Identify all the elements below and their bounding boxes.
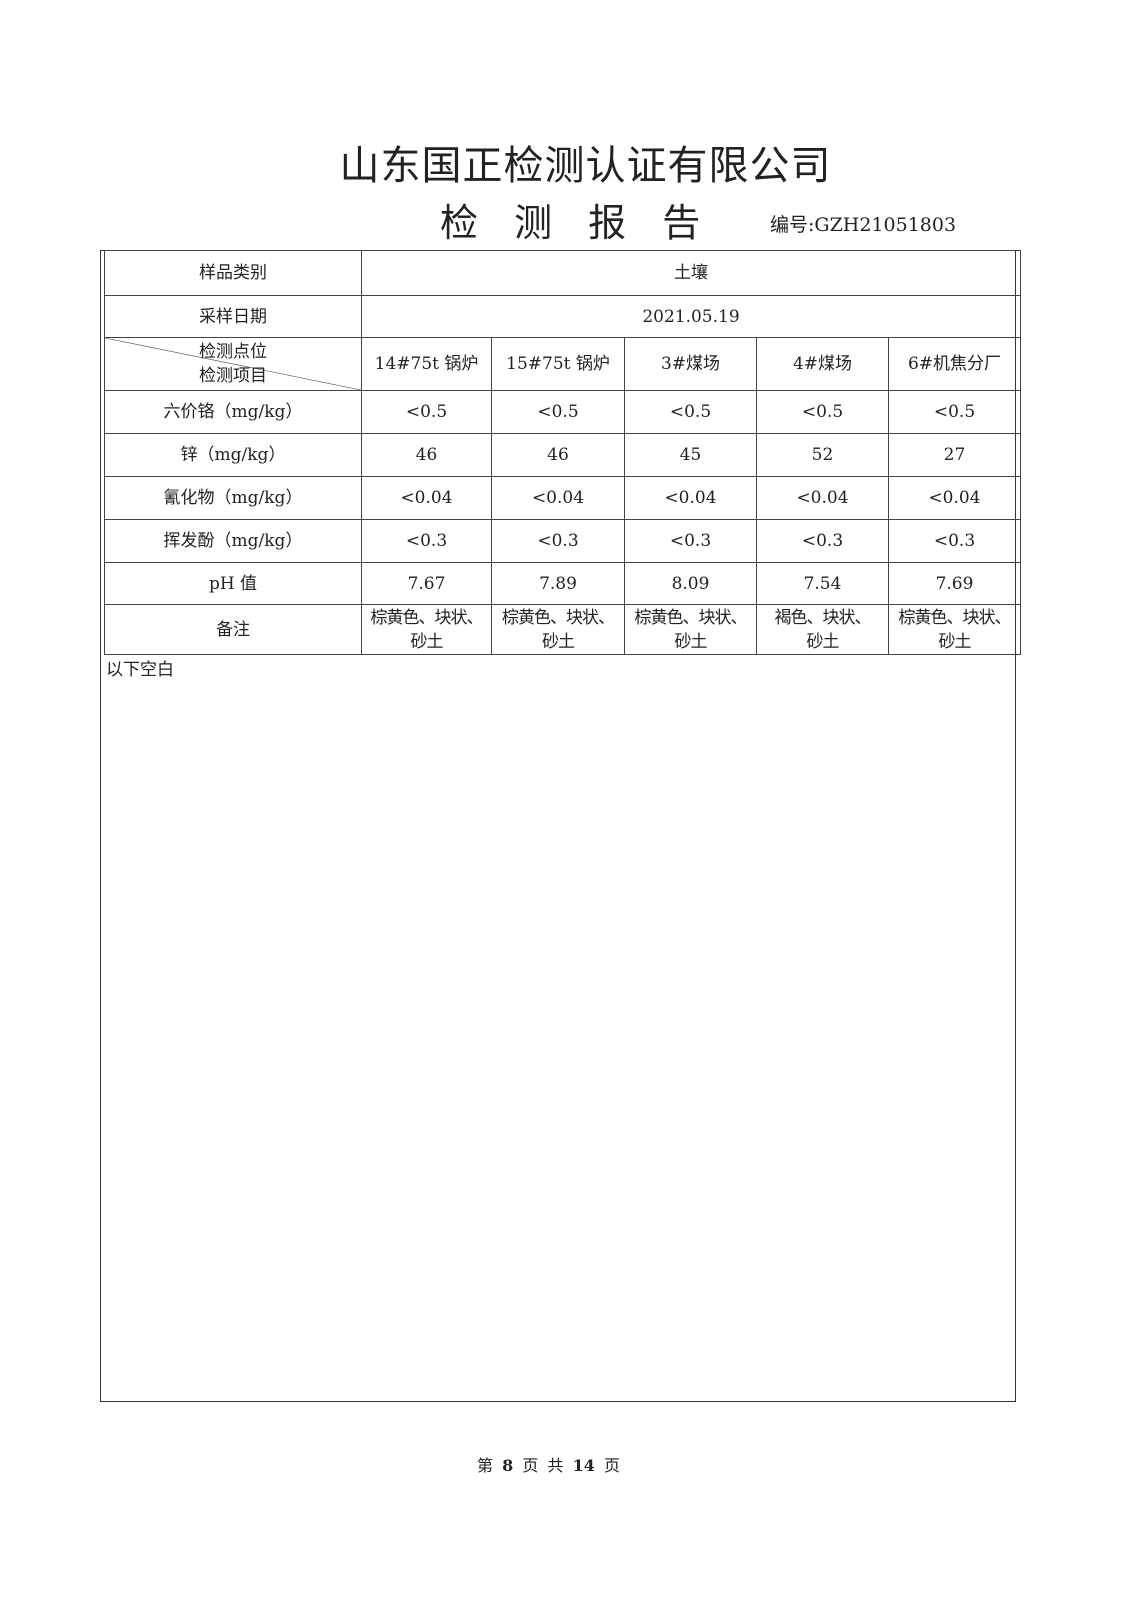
page-total: 14 <box>572 1456 595 1475</box>
location-header: 6#机焦分厂 <box>888 337 1021 391</box>
result-value: 27 <box>888 433 1021 477</box>
test-item: 六价铬（mg/kg） <box>104 390 362 434</box>
results-table: 样品类别 土壤 采样日期 2021.05.19 检测点位 检测项目 14#75t… <box>104 250 1021 655</box>
remark-cell: 棕黄色、块状、 砂土 <box>624 604 757 655</box>
result-value: 46 <box>491 433 625 477</box>
company-name: 山东国正检测认证有限公司 <box>339 143 832 189</box>
footer-middle: 页 共 <box>522 1456 564 1475</box>
remark-line: 棕黄色、块状、 <box>502 607 615 628</box>
result-value: <0.3 <box>756 519 889 563</box>
result-value: <0.04 <box>491 476 625 520</box>
corner-top: 检测点位 <box>199 342 267 362</box>
remark-line: 砂土 <box>938 631 972 652</box>
location-header: 15#75t 锅炉 <box>491 337 625 391</box>
sampling-date-label: 采样日期 <box>104 295 362 338</box>
result-value: 52 <box>756 433 889 477</box>
result-value: <0.04 <box>361 476 492 520</box>
result-value: <0.5 <box>888 390 1021 434</box>
remark-line: 砂土 <box>410 631 444 652</box>
location-header: 14#75t 锅炉 <box>361 337 492 391</box>
page-number: 8 <box>502 1456 514 1475</box>
result-value: 46 <box>361 433 492 477</box>
report-number-value: GZH21051803 <box>814 214 957 236</box>
result-value: <0.3 <box>361 519 492 563</box>
sample-type-value: 土壤 <box>361 250 1021 296</box>
footer-prefix: 第 <box>477 1456 494 1475</box>
table-row: pH 值 7.67 7.89 8.09 7.54 7.69 <box>104 562 1021 605</box>
remark-cell: 棕黄色、块状、 砂土 <box>361 604 492 655</box>
report-title: 检 测 报 告 <box>440 201 713 245</box>
result-value: <0.5 <box>361 390 492 434</box>
sample-type-label: 样品类别 <box>104 250 362 296</box>
result-value: 45 <box>624 433 757 477</box>
result-value: 8.09 <box>624 562 757 605</box>
sampling-date-value: 2021.05.19 <box>361 295 1021 338</box>
report-number-label: 编号: <box>770 214 815 236</box>
test-item: 挥发酚（mg/kg） <box>104 519 362 563</box>
corner-header: 检测点位 检测项目 <box>104 337 362 391</box>
remark-line: 棕黄色、块状、 <box>634 607 748 628</box>
remark-cell: 棕黄色、块状、 砂土 <box>491 604 625 655</box>
remark-label: 备注 <box>104 604 362 655</box>
result-value: <0.3 <box>491 519 625 563</box>
table-row: 样品类别 土壤 <box>104 250 1021 296</box>
table-row: 备注 棕黄色、块状、 砂土 棕黄色、块状、 砂土 棕黄色、块状、 砂土 褐色、块状、砂… <box>104 604 1021 655</box>
page-footer: 第 8 页 共 14 页 <box>0 1452 1114 1476</box>
test-item: 锌（mg/kg） <box>104 433 362 477</box>
result-value: 7.89 <box>491 562 625 605</box>
test-item: pH 值 <box>104 562 362 605</box>
result-value: <0.3 <box>888 519 1021 563</box>
result-value: <0.3 <box>624 519 757 563</box>
corner-bottom: 检测项目 <box>199 366 267 386</box>
result-value: <0.5 <box>624 390 757 434</box>
remark-line: 砂土 <box>806 631 840 652</box>
result-value: 7.69 <box>888 562 1021 605</box>
location-header: 4#煤场 <box>756 337 889 391</box>
diagonal-line <box>105 338 361 390</box>
location-header: 3#煤场 <box>624 337 757 391</box>
result-value: <0.04 <box>756 476 889 520</box>
footer-suffix: 页 <box>603 1456 620 1475</box>
table-row: 采样日期 2021.05.19 <box>104 295 1021 338</box>
table-row: 挥发酚（mg/kg） <0.3 <0.3 <0.3 <0.3 <0.3 <box>104 519 1021 563</box>
remark-line: 褐色、块状、 <box>774 607 872 628</box>
remark-cell: 棕黄色、块状、 砂土 <box>888 604 1021 655</box>
result-value: 7.54 <box>756 562 889 605</box>
table-row: 检测点位 检测项目 14#75t 锅炉 15#75t 锅炉 3#煤场 4#煤场 … <box>104 337 1021 391</box>
remark-line: 砂土 <box>674 631 708 652</box>
test-item: 氰化物（mg/kg） <box>104 476 362 520</box>
remark-cell: 褐色、块状、 砂土 <box>756 604 889 655</box>
table-row: 六价铬（mg/kg） <0.5 <0.5 <0.5 <0.5 <0.5 <box>104 390 1021 434</box>
remark-line: 棕黄色、块状、 <box>898 607 1012 628</box>
result-value: <0.04 <box>624 476 757 520</box>
result-value: <0.5 <box>756 390 889 434</box>
report-content: 样品类别 土壤 采样日期 2021.05.19 检测点位 检测项目 14#75t… <box>104 250 1021 682</box>
remark-line: 棕黄色、块状、 <box>370 607 484 628</box>
table-row: 氰化物（mg/kg） <0.04 <0.04 <0.04 <0.04 <0.04 <box>104 476 1021 520</box>
result-value: <0.04 <box>888 476 1021 520</box>
report-number: 编号:GZH21051803 <box>770 210 956 237</box>
result-value: <0.5 <box>491 390 625 434</box>
blank-note: 以下空白 <box>106 660 174 680</box>
table-row: 锌（mg/kg） 46 46 45 52 27 <box>104 433 1021 477</box>
remark-line: 砂土 <box>542 631 575 652</box>
result-value: 7.67 <box>361 562 492 605</box>
